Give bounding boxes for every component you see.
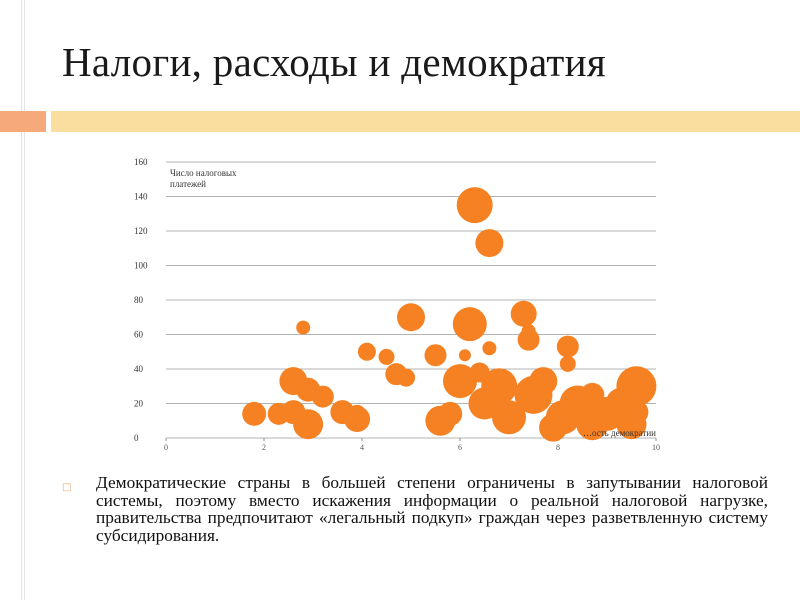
y-tick-label: 0 bbox=[134, 433, 139, 443]
bubble-point-33 bbox=[529, 367, 558, 396]
decorative-rule-left bbox=[21, 0, 22, 600]
bubble-point-44 bbox=[616, 366, 657, 407]
accent-bar-right bbox=[51, 111, 800, 132]
bubble-point-45 bbox=[624, 400, 649, 425]
y-axis-label-line-1: Число налоговых bbox=[170, 168, 237, 178]
x-tick-label: 0 bbox=[164, 443, 168, 450]
x-tick-label: 10 bbox=[652, 443, 660, 450]
bubble-point-36 bbox=[559, 355, 576, 372]
bubble-point-18 bbox=[438, 401, 463, 426]
bubble-point-11 bbox=[357, 342, 376, 361]
bubble-point-12 bbox=[378, 348, 395, 365]
bubble-point-20 bbox=[458, 349, 471, 362]
accent-bar-left bbox=[0, 111, 46, 132]
y-tick-label: 80 bbox=[134, 295, 144, 305]
bubble-point-29 bbox=[510, 300, 537, 327]
y-tick-label: 160 bbox=[134, 157, 148, 167]
y-tick-label: 120 bbox=[134, 226, 148, 236]
x-axis-label: …ость демократии bbox=[583, 428, 656, 438]
bubble-point-5 bbox=[293, 409, 324, 440]
y-tick-label: 100 bbox=[134, 261, 148, 271]
x-tick-labels: 0 2 4 6 8 10 bbox=[164, 438, 660, 452]
bubble-point-26 bbox=[482, 341, 497, 356]
slide-title: Налоги, расходы и демократия bbox=[62, 39, 607, 85]
x-tick-label: 6 bbox=[458, 443, 462, 450]
bubble-point-31 bbox=[521, 324, 536, 339]
y-tick-label: 60 bbox=[134, 330, 144, 340]
bullet-text: Демократические страны в большей степени… bbox=[96, 473, 768, 545]
x-tick-label: 8 bbox=[556, 443, 560, 450]
bubble-point-14 bbox=[397, 368, 416, 387]
y-tick-label: 140 bbox=[134, 192, 148, 202]
bubble-point-0 bbox=[242, 401, 267, 426]
y-tick-labels: 0 20 40 60 80 100 120 140 160 bbox=[134, 157, 148, 443]
y-tick-label: 20 bbox=[134, 399, 144, 409]
bubble-point-21 bbox=[452, 307, 487, 342]
grid-layer bbox=[166, 161, 656, 439]
bubble-point-22 bbox=[456, 187, 493, 224]
chart-svg: 0 20 40 60 80 100 120 140 160 0 2 4 6 8 10 Число нало… bbox=[134, 157, 660, 452]
y-tick-label: 40 bbox=[134, 364, 144, 374]
bubble-point-37 bbox=[556, 335, 579, 358]
bubble-chart: 0 20 40 60 80 100 120 140 160 0 2 4 6 8 10 Число нало… bbox=[130, 150, 670, 455]
x-tick-label: 2 bbox=[262, 443, 266, 450]
bubble-point-25 bbox=[475, 229, 504, 258]
bubble-point-4 bbox=[296, 320, 311, 335]
bubble-point-28 bbox=[492, 400, 526, 435]
bubble-point-15 bbox=[397, 303, 425, 332]
square-bullet-icon: □ bbox=[62, 482, 72, 493]
bubble-point-16 bbox=[424, 344, 447, 367]
bubble-point-27 bbox=[481, 368, 518, 405]
bubble-point-10 bbox=[348, 404, 367, 423]
bubble-point-19 bbox=[443, 364, 477, 399]
decorative-rule-right bbox=[24, 0, 25, 600]
y-axis-label-line-2: платежей bbox=[170, 179, 206, 189]
x-tick-label: 4 bbox=[360, 443, 364, 450]
bubble-point-7 bbox=[311, 385, 334, 408]
bubble-layer bbox=[242, 187, 657, 442]
